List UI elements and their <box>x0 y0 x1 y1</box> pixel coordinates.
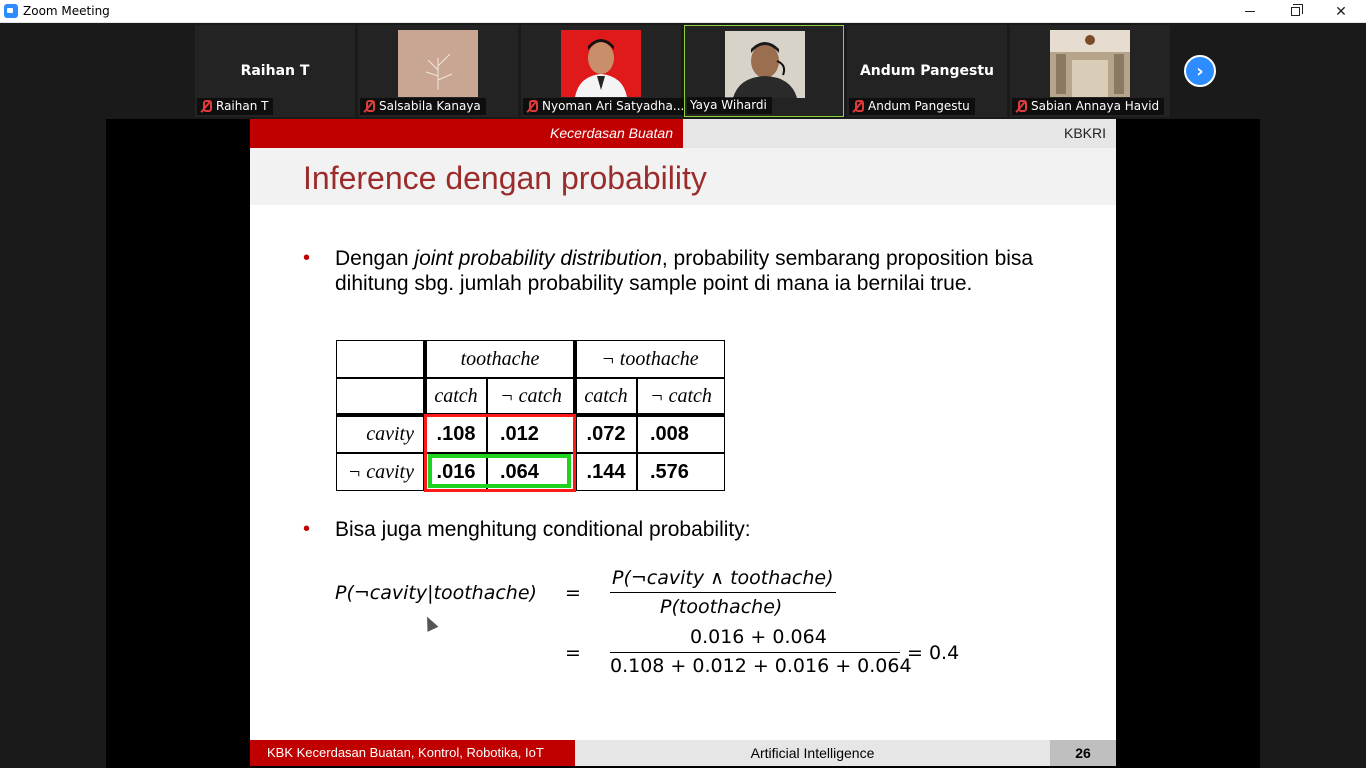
table-subheader-not-catch: ¬ catch <box>487 378 575 415</box>
fraction-bar-2 <box>610 652 900 653</box>
page-number: 26 <box>1050 740 1116 766</box>
participant-photo-art <box>575 39 627 97</box>
table-header-toothache: toothache <box>425 340 575 378</box>
presentation-slide: Kecerdasan Buatan KBKRI Inference dengan… <box>250 119 1116 766</box>
participant-video <box>725 31 805 98</box>
mic-muted-icon <box>852 100 864 113</box>
close-icon: ✕ <box>1335 3 1347 20</box>
table-corner-cell <box>336 340 425 378</box>
formula-equals: = <box>565 642 581 664</box>
bullet-marker: • <box>303 247 311 269</box>
table-subheader-not-catch: ¬ catch <box>637 378 725 415</box>
participant-name: Sabian Annaya Havid <box>1031 99 1160 113</box>
table-row-label-not-cavity: ¬ cavity <box>336 453 425 491</box>
bullet-text-1: Dengan joint probability distribution, p… <box>335 246 1035 296</box>
formula-numerator-1: P(¬cavity ∧ toothache) <box>612 567 834 589</box>
formula-lhs: P(¬cavity|toothache) <box>335 582 537 604</box>
bullet-text-2: Bisa juga menghitung conditional probabi… <box>335 518 751 541</box>
participant-video <box>1050 30 1130 97</box>
participant-name: Raihan T <box>216 99 269 113</box>
mic-muted-icon <box>363 100 375 113</box>
participant-nameplate: Yaya Wihardi <box>687 97 772 114</box>
participant-name: Salsabila Kanaya <box>379 99 481 113</box>
participant-nameplate: Raihan T <box>197 98 274 115</box>
mic-muted-icon <box>200 100 212 113</box>
bullet-text-1-pre: Dengan <box>335 247 415 270</box>
participant-name: Andum Pangestu <box>868 99 970 113</box>
close-button[interactable]: ✕ <box>1318 0 1364 23</box>
minimize-icon <box>1245 11 1255 12</box>
slide-header: Kecerdasan Buatan KBKRI <box>250 119 1116 148</box>
zoom-icon <box>4 4 18 18</box>
bullet-marker: • <box>303 518 311 540</box>
footer-left: KBK Kecerdasan Buatan, Kontrol, Robotika… <box>250 740 575 766</box>
participant-video <box>398 30 478 97</box>
formula-equals: = <box>565 582 581 604</box>
restore-button[interactable] <box>1272 0 1318 23</box>
formula-result: = 0.4 <box>907 642 960 664</box>
slide-header-left: Kecerdasan Buatan <box>250 119 683 148</box>
slide-title-band <box>250 148 1116 205</box>
participant-nameplate: Sabian Annaya Havid <box>1012 98 1165 115</box>
restore-icon <box>1290 4 1303 16</box>
slide-header-right: KBKRI <box>683 119 1116 148</box>
participant-tile[interactable]: Raihan T Raihan T <box>195 25 355 117</box>
next-participants-button[interactable]: › <box>1184 55 1216 87</box>
bullet-text-1-post: , probability sembarang proposition bisa… <box>335 247 1034 295</box>
mic-muted-icon <box>526 100 538 113</box>
participant-tile[interactable]: Salsabila Kanaya <box>358 25 518 117</box>
green-highlight-box <box>428 454 571 488</box>
participant-tile[interactable]: Andum Pangestu Andum Pangestu <box>847 25 1007 117</box>
participant-name: Yaya Wihardi <box>690 98 767 112</box>
participant-strip: Raihan T Raihan T Salsabila Kanaya Nyoma… <box>0 23 1366 119</box>
table-value-cell: .144 <box>575 453 637 491</box>
participant-photo-art <box>425 53 453 90</box>
red-highlight-box <box>424 414 576 492</box>
table-subheader-catch: catch <box>425 378 487 415</box>
participant-tile[interactable]: Nyoman Ari Satyadha... <box>521 25 690 117</box>
table-value-cell: .576 <box>637 453 725 491</box>
table-value-cell: .072 <box>575 415 637 453</box>
participant-name: Nyoman Ari Satyadha... <box>542 99 685 113</box>
participant-nameplate: Andum Pangestu <box>849 98 975 115</box>
formula-denominator-1: P(toothache) <box>660 596 783 618</box>
mic-muted-icon <box>1015 100 1027 113</box>
participant-photo-art <box>733 42 797 98</box>
slide-title: Inference dengan probability <box>303 160 707 196</box>
formula-numerator-2: 0.016 + 0.064 <box>690 626 827 648</box>
participant-video <box>561 30 641 97</box>
chevron-right-icon: › <box>1196 60 1204 82</box>
participant-big-name: Raihan T <box>240 63 310 79</box>
table-subheader-catch: catch <box>575 378 637 415</box>
table-row-label-cavity: cavity <box>336 415 425 453</box>
footer-center: Artificial Intelligence <box>575 740 1050 766</box>
table-header-not-toothache: ¬ toothache <box>575 340 725 378</box>
bullet-text-1-italic: joint probability distribution <box>414 247 662 270</box>
participant-big-name: Andum Pangestu <box>859 63 995 79</box>
participant-tile[interactable]: Sabian Annaya Havid <box>1010 25 1170 117</box>
slide-footer: KBK Kecerdasan Buatan, Kontrol, Robotika… <box>250 740 1116 766</box>
window-title: Zoom Meeting <box>23 4 110 18</box>
fraction-bar-1 <box>610 592 836 593</box>
formula-denominator-2: 0.108 + 0.012 + 0.016 + 0.064 <box>610 655 912 677</box>
minimize-button[interactable] <box>1227 0 1273 23</box>
window-titlebar: Zoom Meeting ✕ <box>0 0 1366 23</box>
participant-tile-active-speaker[interactable]: Yaya Wihardi <box>684 25 844 117</box>
table-empty-cell <box>336 378 425 415</box>
participant-nameplate: Nyoman Ari Satyadha... <box>523 98 690 115</box>
participant-photo-art <box>1050 30 1130 97</box>
participant-nameplate: Salsabila Kanaya <box>360 98 486 115</box>
joint-probability-table: toothache ¬ toothache catch ¬ catch catc… <box>336 340 725 492</box>
table-value-cell: .008 <box>637 415 725 453</box>
